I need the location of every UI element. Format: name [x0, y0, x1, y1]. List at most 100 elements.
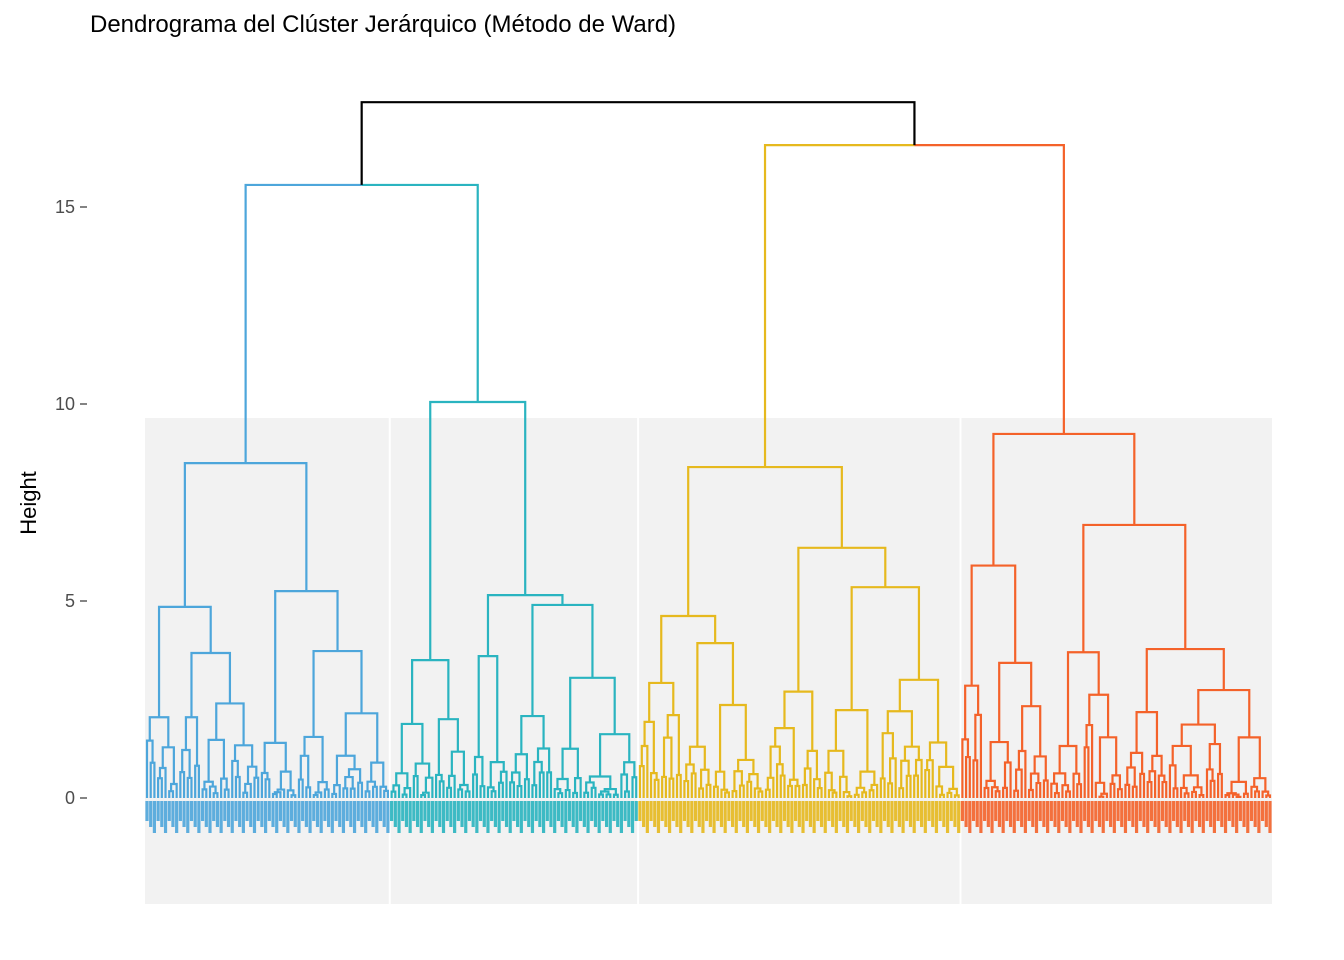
dendrogram-branch — [948, 787, 958, 796]
dendrogram-branch — [312, 649, 363, 737]
cluster-1 — [145, 462, 390, 833]
dendrogram-branch — [274, 590, 339, 743]
dendrogram-branch — [903, 745, 920, 761]
dendrogram-branch — [333, 783, 341, 798]
dendrogram-branch — [299, 754, 310, 788]
dendrogram-branch — [631, 776, 638, 798]
dendrogram-branch — [509, 781, 516, 798]
dendrogram-branch — [1061, 784, 1070, 798]
dendrogram-branch — [583, 791, 590, 798]
dendrogram-branch — [1197, 688, 1251, 738]
dendrogram-branch — [366, 780, 377, 792]
dendrogram-branch — [964, 684, 980, 740]
dendrogram-branch — [653, 778, 660, 798]
dendrogram-branch — [806, 749, 819, 780]
dendrogram-branch — [486, 786, 495, 798]
dendrogram-branch — [264, 778, 271, 798]
dendrogram-branch — [714, 770, 726, 790]
y-tick-label: 10 — [55, 394, 75, 414]
dendrogram-branch — [643, 720, 655, 774]
dendrogram-branch — [859, 770, 876, 788]
dendrogram-branch — [305, 786, 312, 798]
dendrogram-branch — [898, 787, 905, 798]
dendrogram-branch — [748, 773, 759, 789]
dendrogram-branch — [598, 733, 631, 777]
dendrogram-branch — [928, 741, 948, 767]
dendrogram-branch — [486, 593, 564, 657]
dendrogram-branch — [1088, 693, 1110, 738]
dendrogram-branch — [1129, 751, 1144, 774]
dendrogram-branch — [1179, 786, 1188, 798]
dendrogram-branch — [514, 753, 528, 780]
dendrogram-branch — [1065, 790, 1071, 798]
dendrogram-branch — [985, 779, 996, 789]
dendrogram-branch — [379, 785, 388, 798]
dendrogram-branch — [1029, 772, 1040, 790]
dendrogram-branch — [364, 790, 371, 798]
dendrogram-branch — [479, 785, 486, 798]
dendrogram-branch — [157, 605, 212, 718]
dendrogram-branch — [349, 787, 356, 798]
dendrogram-branch — [787, 784, 793, 798]
dendrogram-branch — [983, 786, 990, 798]
y-axis: 0 5 10 15 Height — [16, 197, 87, 808]
dendrogram-branch — [242, 791, 249, 798]
dendrogram-branch — [605, 793, 612, 798]
dendrogram-branch — [926, 759, 934, 798]
dendrogram-branch — [970, 564, 1017, 686]
dendrogram-branch — [718, 703, 747, 772]
dendrogram-branch — [414, 762, 431, 778]
dendrogram-branch — [1151, 754, 1163, 776]
dendrogram-branch — [731, 790, 738, 798]
dendrogram-branch — [1003, 761, 1012, 798]
dendrogram-branch — [946, 791, 953, 798]
dendrogram-branch — [624, 790, 630, 798]
dendrogram-branch — [1131, 785, 1138, 798]
dendrogram-branch — [395, 772, 409, 789]
dendrogram-branch — [523, 778, 530, 798]
dendrogram-branch — [215, 702, 245, 746]
dendrogram-branch — [1183, 792, 1190, 798]
dendrogram-branch — [603, 787, 617, 795]
dendrogram-branch — [831, 791, 838, 798]
dendrogram-branch — [683, 779, 690, 798]
dendrogram-branch — [1157, 774, 1166, 798]
dendrogram-branch — [1250, 785, 1259, 798]
dendrogram-branch — [422, 791, 430, 798]
dendrogram-branch — [797, 546, 887, 692]
dendrogram-branch — [234, 775, 241, 798]
dendrogram-branch — [801, 783, 808, 798]
dendrogram-branch — [889, 757, 897, 798]
dendrogram-branch — [1261, 790, 1270, 798]
dendrogram-branch — [1209, 779, 1216, 798]
dendrogram-branch — [666, 714, 680, 776]
dendrogram-branch — [383, 789, 390, 798]
dendrogram-branch — [746, 780, 753, 798]
dendrogram-branch — [1042, 779, 1049, 798]
dendrogram-branch — [1265, 794, 1272, 798]
dendrogram-branch — [696, 642, 735, 747]
dendrogram-branch — [972, 759, 979, 798]
dendrogram-branch — [161, 746, 175, 784]
dendrogram-branch — [531, 603, 594, 717]
dendrogram-branch — [497, 781, 504, 798]
dendrogram-branch — [1182, 774, 1199, 788]
dendrogram-branch — [585, 781, 595, 793]
dendrogram-branch — [347, 768, 362, 783]
dendrogram-branch — [263, 741, 287, 773]
dendrogram-branch — [935, 785, 944, 798]
dendrogram-branch — [168, 790, 175, 798]
dendrogram-branch — [473, 755, 484, 787]
dendrogram-branch — [220, 777, 228, 798]
dendrogram-branch — [1017, 749, 1027, 798]
dendrogram-branch — [450, 750, 465, 786]
dendrogram-branch — [705, 783, 712, 798]
y-tick-label: 15 — [55, 197, 75, 217]
dendrogram-branch — [323, 788, 330, 798]
dendrogram-branch — [489, 761, 505, 788]
dendrogram-branch — [401, 793, 408, 798]
dendrogram-branch — [446, 786, 453, 798]
dendrogram-branch — [868, 789, 875, 798]
dendrogram-branch — [1192, 786, 1203, 796]
dendrogram-branch — [662, 736, 673, 779]
